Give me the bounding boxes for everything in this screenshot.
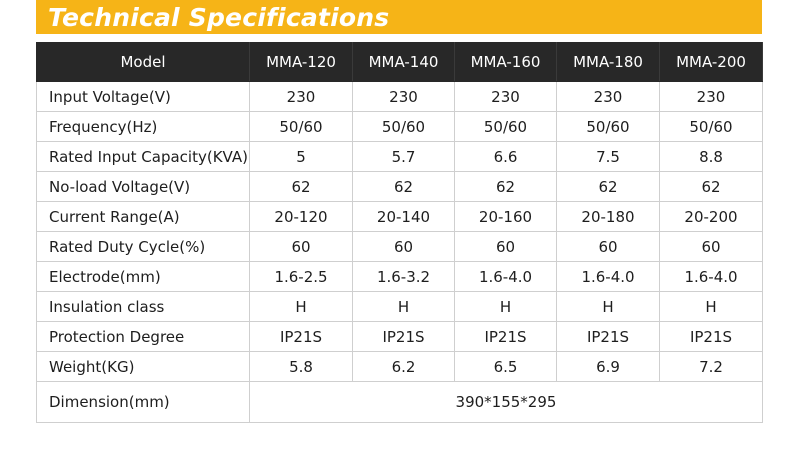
table-row: Input Voltage(V) 230 230 230 230 230 [36,81,763,112]
table-cell: 5.8 [249,351,353,382]
page-title: Technical Specifications [48,3,390,32]
table-row-dimension: Dimension(mm) 390*155*295 [36,381,763,423]
column-header-mma-120: MMA-120 [249,42,353,82]
table-cell: 20-120 [249,201,353,232]
table-cell: 62 [249,171,353,202]
table-cell: 1.6-2.5 [249,261,353,292]
table-cell: 62 [454,171,557,202]
spec-table-header: Model MMA-120 MMA-140 MMA-160 MMA-180 MM… [36,42,763,82]
table-cell: 5 [249,141,353,172]
row-label: Rated Duty Cycle(%) [36,231,250,262]
table-cell: H [352,291,455,322]
table-cell: 8.8 [659,141,763,172]
row-label: Frequency(Hz) [36,111,250,142]
row-label: Input Voltage(V) [36,81,250,112]
table-row: Insulation class H H H H H [36,291,763,322]
header-row: Model MMA-120 MMA-140 MMA-160 MMA-180 MM… [36,42,763,82]
column-header-model: Model [36,42,250,82]
table-cell: 62 [352,171,455,202]
table-cell: 1.6-4.0 [556,261,660,292]
table-cell: 6.5 [454,351,557,382]
table-cell: 60 [454,231,557,262]
row-label: Electrode(mm) [36,261,250,292]
table-cell: 20-140 [352,201,455,232]
table-cell: H [249,291,353,322]
dimension-value: 390*155*295 [249,381,763,423]
table-cell: 1.6-4.0 [454,261,557,292]
table-row: Current Range(A) 20-120 20-140 20-160 20… [36,201,763,232]
table-cell: 7.5 [556,141,660,172]
table-cell: 50/60 [659,111,763,142]
row-label: Current Range(A) [36,201,250,232]
row-label: Dimension(mm) [36,381,250,423]
table-cell: 62 [659,171,763,202]
table-cell: 60 [659,231,763,262]
table-cell: 5.7 [352,141,455,172]
table-cell: 50/60 [556,111,660,142]
title-banner: Technical Specifications [36,0,762,34]
table-cell: H [556,291,660,322]
table-cell: 230 [659,81,763,112]
table-cell: IP21S [352,321,455,352]
table-cell: 1.6-3.2 [352,261,455,292]
row-label: Protection Degree [36,321,250,352]
table-cell: IP21S [454,321,557,352]
spec-table-body: Input Voltage(V) 230 230 230 230 230 Fre… [36,81,763,423]
table-cell: 50/60 [454,111,557,142]
table-cell: H [454,291,557,322]
table-row: Frequency(Hz) 50/60 50/60 50/60 50/60 50… [36,111,763,142]
table-row: Rated Duty Cycle(%) 60 60 60 60 60 [36,231,763,262]
table-row: Weight(KG) 5.8 6.2 6.5 6.9 7.2 [36,351,763,382]
column-header-mma-180: MMA-180 [556,42,660,82]
table-cell: 1.6-4.0 [659,261,763,292]
row-label: Rated Input Capacity(KVA) [36,141,250,172]
table-cell: 50/60 [249,111,353,142]
row-label: Weight(KG) [36,351,250,382]
table-cell: 230 [249,81,353,112]
table-cell: H [659,291,763,322]
column-header-mma-200: MMA-200 [659,42,763,82]
table-cell: 60 [249,231,353,262]
table-cell: 20-200 [659,201,763,232]
column-header-mma-160: MMA-160 [454,42,557,82]
table-cell: IP21S [556,321,660,352]
spec-table: Model MMA-120 MMA-140 MMA-160 MMA-180 MM… [36,42,763,423]
table-cell: 230 [352,81,455,112]
table-cell: IP21S [659,321,763,352]
table-row: Protection Degree IP21S IP21S IP21S IP21… [36,321,763,352]
table-cell: 6.6 [454,141,557,172]
table-cell: 230 [556,81,660,112]
table-cell: 50/60 [352,111,455,142]
column-header-mma-140: MMA-140 [352,42,455,82]
table-cell: 62 [556,171,660,202]
row-label: Insulation class [36,291,250,322]
table-cell: 20-160 [454,201,557,232]
table-cell: 7.2 [659,351,763,382]
table-cell: 6.9 [556,351,660,382]
table-cell: 60 [352,231,455,262]
table-cell: 20-180 [556,201,660,232]
table-cell: 6.2 [352,351,455,382]
row-label: No-load Voltage(V) [36,171,250,202]
table-cell: IP21S [249,321,353,352]
table-row: No-load Voltage(V) 62 62 62 62 62 [36,171,763,202]
table-cell: 60 [556,231,660,262]
table-row: Rated Input Capacity(KVA) 5 5.7 6.6 7.5 … [36,141,763,172]
table-cell: 230 [454,81,557,112]
table-row: Electrode(mm) 1.6-2.5 1.6-3.2 1.6-4.0 1.… [36,261,763,292]
